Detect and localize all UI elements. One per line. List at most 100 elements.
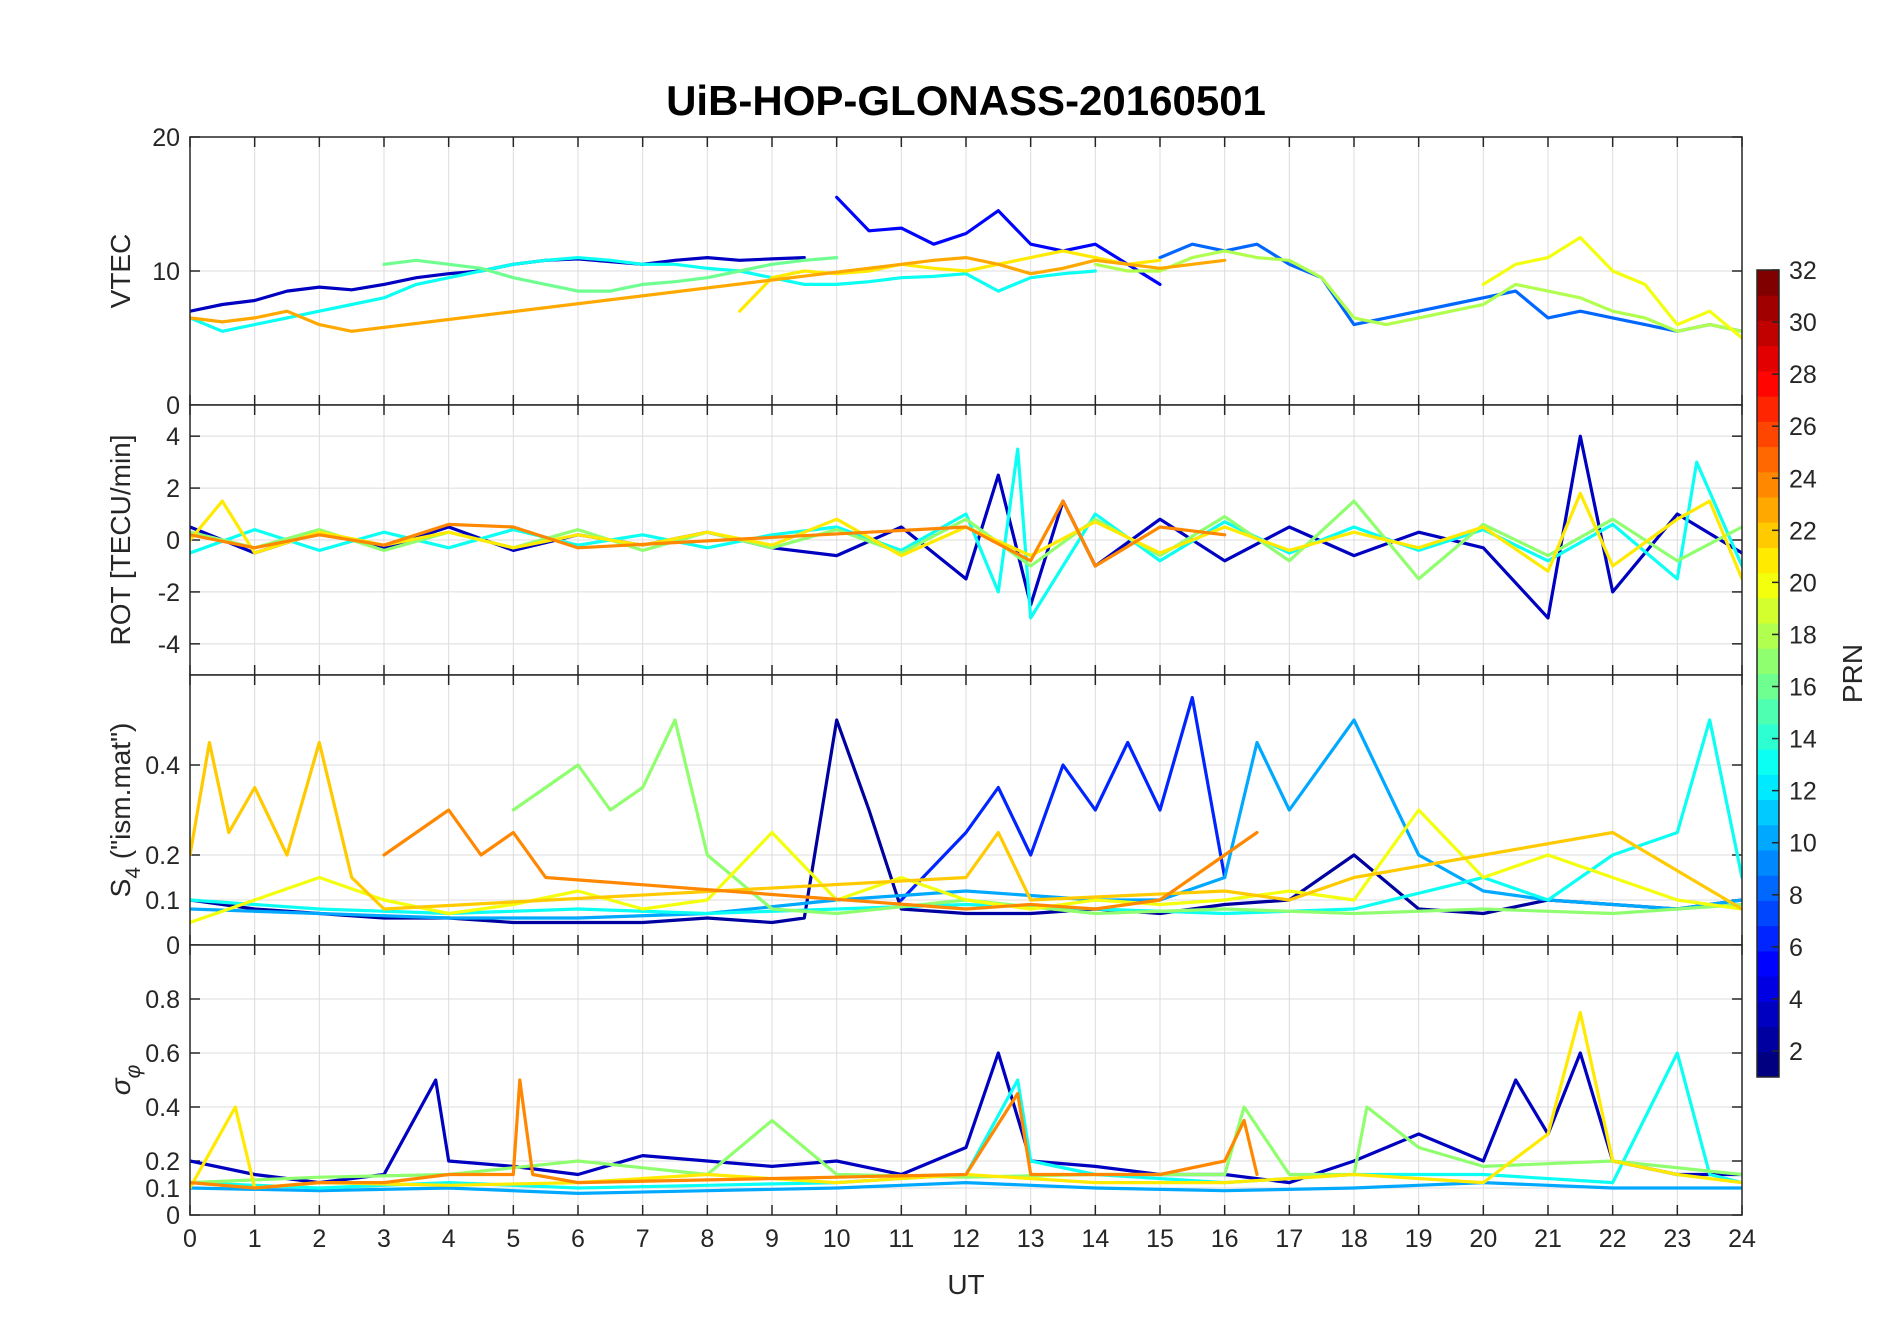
colorbar-tick-label: 26	[1789, 413, 1817, 441]
x-tick-label: 18	[1340, 1225, 1368, 1253]
y-tick-label: 0.4	[145, 1094, 180, 1122]
colorbar-tick-label: 32	[1789, 257, 1817, 285]
colorbar-tick-label: 18	[1789, 621, 1817, 649]
x-tick-label: 24	[1728, 1225, 1756, 1253]
series-line-prn-18	[1093, 249, 1742, 333]
series-line-prn-3	[190, 1051, 1742, 1185]
y-tick-label: 2	[166, 475, 180, 503]
y-axis-label: ROT [TECU/min]	[105, 434, 136, 645]
y-tick-label: 0.2	[145, 842, 180, 870]
colorbar-segment	[1757, 976, 1779, 1002]
x-tick-label: 2	[312, 1225, 326, 1253]
colorbar-tick-label: 10	[1789, 830, 1817, 858]
x-tick-label: 9	[765, 1225, 779, 1253]
y-tick-label: 0.1	[145, 887, 180, 915]
y-tick-label: 0.2	[145, 1148, 180, 1176]
y-tick-label: 0.6	[145, 1040, 180, 1068]
x-tick-label: 22	[1599, 1225, 1627, 1253]
colorbar-segment	[1757, 824, 1779, 851]
series-line-prn-16	[382, 256, 839, 293]
colorbar-segment	[1757, 1001, 1779, 1028]
x-tick-label: 8	[700, 1225, 714, 1253]
colorbar-segment	[1757, 850, 1779, 876]
y-tick-label: -4	[158, 631, 180, 659]
x-axis-label: UT	[947, 1269, 984, 1300]
colorbar-segment	[1757, 295, 1779, 321]
y-tick-label: 20	[152, 124, 180, 152]
panel-2: -4 -2 0 2 4 ROT [TECU/min]	[105, 404, 1743, 676]
series-line-prn-6	[899, 695, 1227, 902]
colorbar-segment	[1757, 1051, 1779, 1078]
x-tick-label: 6	[571, 1225, 585, 1253]
y-axis-label: σφ	[105, 1064, 145, 1095]
chart-title: UiB-HOP-GLONASS-20160501	[666, 77, 1266, 124]
colorbar-segment	[1757, 1026, 1779, 1053]
colorbar-tick-label: 8	[1789, 882, 1803, 910]
y-tick-label: 0	[166, 527, 180, 555]
colorbar-segment	[1757, 623, 1779, 649]
x-tick-label: 16	[1211, 1225, 1239, 1253]
series-line-prn-17	[511, 718, 1742, 916]
x-tick-label: 17	[1275, 1225, 1303, 1253]
x-tick-label: 4	[442, 1225, 456, 1253]
x-tick-label: 21	[1534, 1225, 1562, 1253]
y-tick-label: -2	[158, 579, 180, 607]
series-line-prn-13	[190, 1051, 1742, 1190]
series-group	[190, 695, 1742, 925]
series-group	[190, 195, 1742, 340]
x-tick-label: 12	[952, 1225, 980, 1253]
colorbar-segment	[1757, 925, 1779, 952]
y-tick-label: 0	[166, 392, 180, 420]
series-line-prn-21	[190, 491, 1742, 581]
y-tick-label: 0.8	[145, 986, 180, 1014]
panel-3: 0 0.1 0.2 0.4S4 ("ism.mat")	[105, 674, 1743, 960]
x-tick-label: 20	[1469, 1225, 1497, 1253]
series-line-prn-22	[190, 740, 1742, 911]
series-group	[190, 434, 1742, 620]
colorbar-segment	[1757, 446, 1779, 473]
y-tick-label: 0.1	[145, 1175, 180, 1203]
y-tick-label: 4	[166, 423, 180, 451]
x-tick-label: 19	[1405, 1225, 1433, 1253]
colorbar-segment	[1757, 749, 1779, 775]
colorbar-tick-label: 28	[1789, 361, 1817, 389]
colorbar-segment	[1757, 471, 1779, 498]
x-tick-label: 10	[823, 1225, 851, 1253]
panel-frame	[189, 944, 1743, 1216]
series-line-prn-5	[835, 195, 1162, 286]
colorbar-label: PRN	[1837, 644, 1868, 703]
colorbar-segment	[1757, 572, 1779, 599]
colorbar-tick-label: 24	[1789, 465, 1817, 493]
x-tick-label: 1	[248, 1225, 262, 1253]
series-line-prn-20	[1481, 235, 1742, 340]
y-tick-label: 0	[166, 932, 180, 960]
colorbar-tick-label: 16	[1789, 674, 1817, 702]
series-line-prn-8	[1158, 242, 1742, 333]
x-tick-label: 0	[183, 1225, 197, 1253]
series-line-prn-21	[738, 249, 1162, 313]
series-line-prn-20	[190, 808, 1742, 925]
y-tick-label: 0	[166, 1202, 180, 1230]
colorbar-tick-label: 12	[1789, 778, 1817, 806]
series-line-prn-24	[190, 499, 1227, 568]
colorbar-segment	[1757, 673, 1779, 700]
colorbar-segment	[1757, 396, 1779, 422]
y-tick-label: 10	[152, 258, 180, 286]
colorbar-segment	[1757, 799, 1779, 826]
colorbar-tick-label: 30	[1789, 309, 1817, 337]
colorbar-segment	[1757, 950, 1779, 977]
colorbar-segment	[1757, 370, 1779, 397]
colorbar-segment	[1757, 723, 1779, 750]
y-tick-label: 0.4	[145, 752, 180, 780]
colorbar-segment	[1757, 496, 1779, 523]
series-line-prn-13	[190, 256, 1097, 333]
panel-1: 0 10 20 VTEC	[105, 124, 1743, 420]
x-tick-label: 7	[636, 1225, 650, 1253]
colorbar-tick-label: 20	[1789, 569, 1817, 597]
x-tick-label: 15	[1146, 1225, 1174, 1253]
colorbar-segment	[1757, 774, 1779, 801]
